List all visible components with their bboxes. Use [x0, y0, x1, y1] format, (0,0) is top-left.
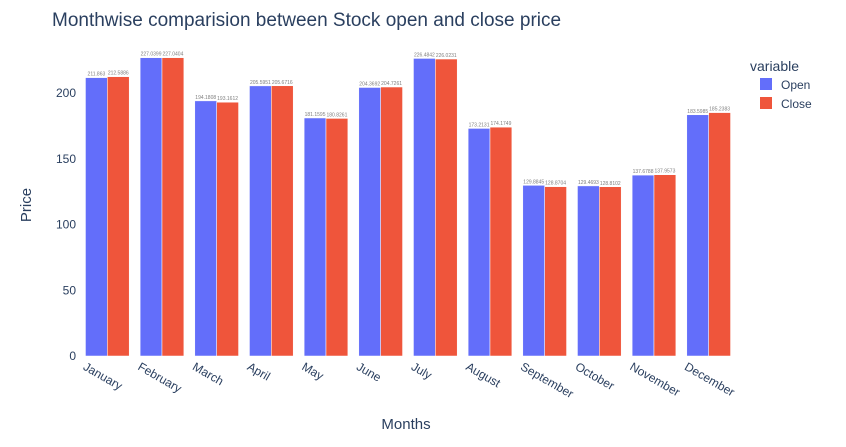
- bar-open-august[interactable]: [467, 128, 491, 357]
- bar-close-december[interactable]: [708, 112, 731, 357]
- bar-open-april[interactable]: [249, 85, 272, 357]
- bar-close-august[interactable]: [489, 126, 513, 357]
- bar-close-july[interactable]: [435, 58, 458, 357]
- bar-open-january[interactable]: [85, 77, 108, 357]
- bar-open-november[interactable]: [631, 174, 655, 357]
- legend: variable Open Close: [750, 58, 812, 111]
- chart-title: Monthwise comparision between Stock open…: [52, 10, 561, 31]
- data-label: 226.0231: [436, 53, 457, 59]
- x-axis-title: Months: [381, 416, 430, 433]
- y-tick-label: 200: [56, 86, 76, 100]
- x-tick-label: March: [190, 359, 226, 388]
- x-axis: January February March April May June July Augu…: [81, 359, 737, 400]
- bar-open-june[interactable]: [358, 87, 381, 357]
- y-tick-label: 100: [56, 218, 76, 232]
- data-label: 205.6716: [272, 80, 293, 86]
- y-axis-title: Price: [18, 188, 35, 222]
- legend-title: variable: [750, 58, 799, 74]
- data-label: 181.1595: [305, 112, 326, 118]
- data-label: 193.1612: [217, 96, 238, 102]
- y-tick-label: 50: [63, 283, 77, 297]
- data-label: 227.0399: [141, 52, 162, 58]
- bar-close-february[interactable]: [161, 57, 185, 357]
- data-label: 137.9573: [655, 169, 676, 175]
- legend-item-close[interactable]: Close: [760, 97, 812, 111]
- x-tick-label: December: [682, 359, 737, 399]
- y-axis: 0 50 100 150 200: [56, 86, 76, 363]
- data-label: 194.1808: [195, 95, 216, 101]
- legend-label-close: Close: [781, 97, 812, 111]
- data-label: 173.2131: [469, 122, 490, 128]
- plot-area: 211.863 227.0399 194.1808 205.5951 181.1595 2…: [85, 52, 731, 357]
- legend-swatch-open: [760, 78, 772, 90]
- x-tick-label: February: [136, 359, 185, 395]
- data-label: 226.4842: [414, 52, 435, 58]
- x-tick-label: May: [300, 359, 327, 382]
- x-tick-label: April: [245, 359, 273, 383]
- data-label: 227.0404: [163, 52, 184, 58]
- bar-close-april[interactable]: [271, 85, 294, 357]
- legend-label-open: Open: [781, 78, 810, 92]
- bar-open-march[interactable]: [194, 100, 217, 357]
- data-label: 129.8845: [523, 179, 544, 185]
- data-label: 137.6788: [633, 169, 654, 175]
- legend-swatch-close: [760, 97, 772, 109]
- bar-open-september[interactable]: [522, 185, 545, 357]
- bar-close-january[interactable]: [107, 76, 130, 357]
- data-label: 128.8102: [600, 181, 621, 187]
- x-tick-label: November: [628, 359, 683, 399]
- x-tick-label: June: [354, 359, 384, 384]
- y-tick-label: 150: [56, 152, 76, 166]
- bar-open-october[interactable]: [577, 185, 600, 357]
- bar-close-may[interactable]: [325, 118, 349, 357]
- bar-close-june[interactable]: [380, 86, 403, 357]
- bar-close-september[interactable]: [544, 186, 567, 357]
- bar-close-november[interactable]: [653, 174, 677, 357]
- bar-open-february[interactable]: [139, 57, 163, 357]
- data-label: 174.1749: [491, 121, 512, 127]
- data-label: 205.5951: [250, 80, 271, 86]
- bar-close-march[interactable]: [216, 101, 239, 357]
- x-tick-label: August: [464, 359, 504, 390]
- x-tick-label: July: [409, 359, 434, 382]
- data-label: 185.2383: [709, 107, 730, 113]
- data-label: 183.5985: [687, 109, 708, 115]
- bar-open-july[interactable]: [413, 58, 436, 357]
- bar-close-october[interactable]: [599, 186, 622, 357]
- x-tick-label: January: [81, 359, 125, 392]
- x-tick-label: September: [518, 359, 576, 400]
- data-label: 204.3692: [359, 81, 380, 87]
- bar-open-december[interactable]: [686, 114, 709, 357]
- legend-item-open[interactable]: Open: [760, 78, 810, 92]
- data-label: 129.4693: [578, 180, 599, 186]
- y-tick-label: 0: [69, 349, 76, 363]
- data-label: 204.7261: [381, 81, 402, 87]
- bar-open-may[interactable]: [303, 117, 327, 357]
- data-label: 128.8704: [545, 181, 566, 187]
- data-label: 180.8261: [327, 112, 348, 118]
- data-label: 211.863: [88, 72, 106, 78]
- data-label: 212.5886: [108, 71, 129, 77]
- x-tick-label: October: [573, 359, 617, 392]
